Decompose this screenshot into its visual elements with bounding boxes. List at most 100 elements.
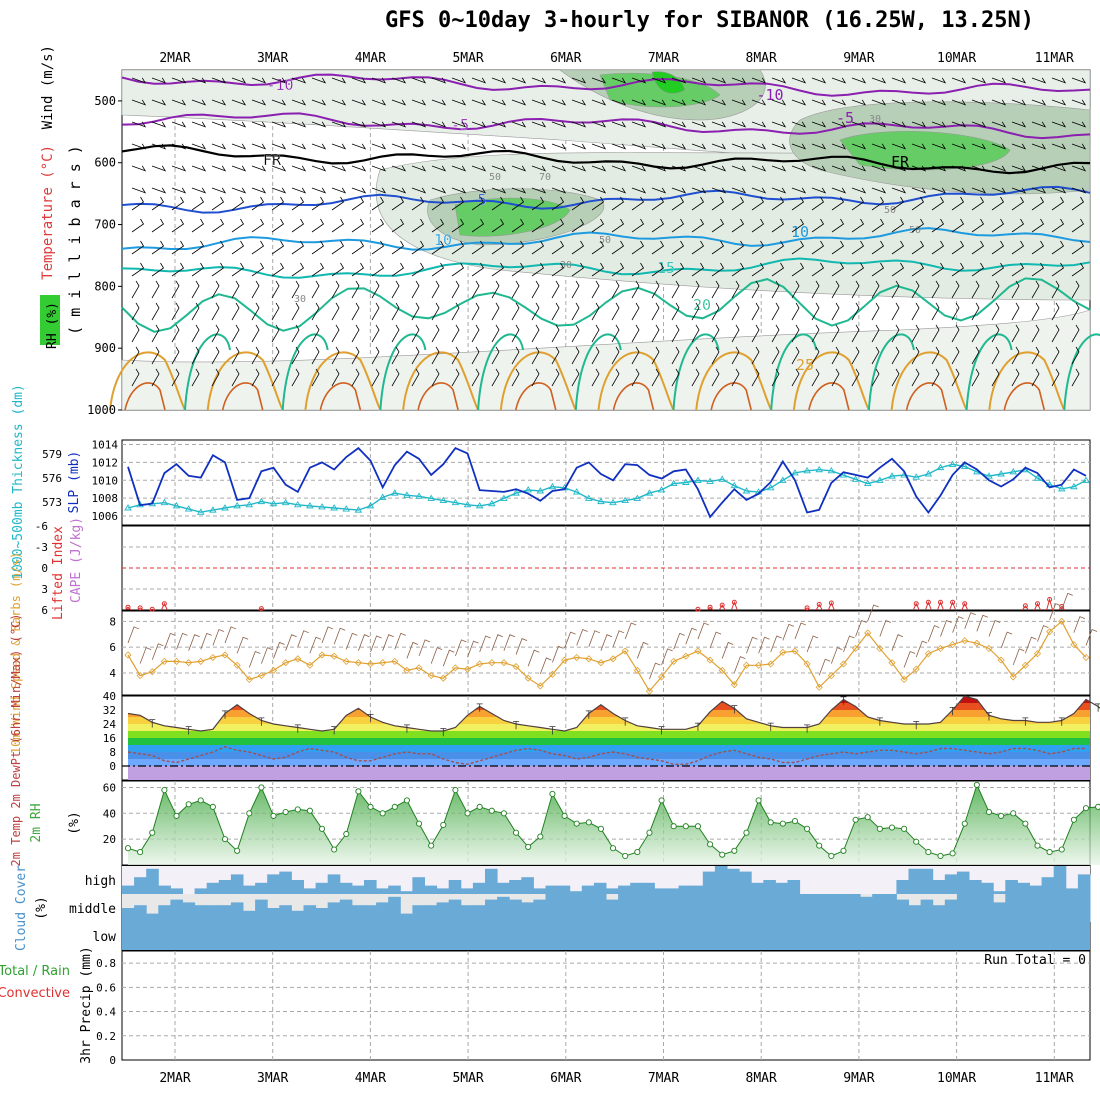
wind-barb <box>731 262 745 277</box>
cloud-mid-bar <box>279 905 292 922</box>
wind-barb <box>871 324 880 343</box>
wind-barb <box>151 77 167 84</box>
rh-marker <box>1082 805 1090 812</box>
wind-barb <box>631 324 640 343</box>
wind-barb <box>1071 302 1080 321</box>
wind-barb <box>631 218 645 233</box>
wind-barb-10m <box>297 630 309 647</box>
rh-tick-label: 40 <box>103 807 116 820</box>
thickness-marker <box>1057 485 1066 492</box>
cloud-high-bar <box>400 891 413 894</box>
wind-barb <box>211 218 225 233</box>
wind-barb <box>551 77 567 84</box>
wind-barb <box>651 368 660 387</box>
wind-barb <box>651 302 660 321</box>
ylabel-wind: Wind (m/s) <box>40 45 56 129</box>
wind-barb <box>1031 187 1047 194</box>
wind-barb <box>951 218 965 233</box>
precip-tick-label: 0.2 <box>96 1030 116 1043</box>
wind-barb <box>651 165 667 172</box>
thickness-marker <box>366 502 375 509</box>
wind-barb-10m <box>1049 603 1061 620</box>
wind-barb <box>711 143 727 150</box>
rh-marker <box>901 825 908 832</box>
wind-barb <box>771 165 787 172</box>
wind-barb-10m <box>818 658 831 676</box>
cloud-high-bar <box>170 888 183 894</box>
rh-marker <box>767 819 774 826</box>
wind-barb <box>551 240 565 255</box>
wind-barb <box>1051 121 1067 128</box>
rh-area <box>128 784 1100 865</box>
wind-barb <box>551 302 560 321</box>
wind-speed-marker <box>366 660 375 668</box>
precip-tick-label: 0.4 <box>96 1006 116 1019</box>
rh-marker <box>719 851 726 858</box>
wind-barb <box>991 240 1005 255</box>
wind-barb <box>471 196 485 211</box>
wind-barb <box>191 196 205 211</box>
wind-barb <box>251 324 260 343</box>
isotherm-20-loop <box>184 333 231 411</box>
thickness-marker <box>221 504 229 511</box>
wind-barb <box>971 346 980 365</box>
wind-barb <box>811 302 820 321</box>
wind-barb <box>271 240 285 255</box>
panel-frame-slp <box>121 439 1091 526</box>
isotherm-hot-loop <box>319 382 362 411</box>
wind-barb <box>571 262 585 277</box>
cloud-high-bar <box>775 882 788 894</box>
wind-barb-10m <box>806 635 819 653</box>
slp-tick-label: 1010 <box>92 474 119 487</box>
cloud-mid-bar <box>787 894 801 922</box>
cloud-mid-bar <box>775 894 788 922</box>
cloud-high-bar <box>533 888 546 894</box>
wind-barb <box>991 302 1000 321</box>
wind-barb <box>811 99 827 106</box>
rh-marker <box>852 816 859 823</box>
cloud-high-bar <box>920 868 934 894</box>
precip-run-total: Run Total = 0 <box>984 953 1086 968</box>
wind-barb-10m <box>576 628 588 646</box>
wind-barb <box>351 262 365 277</box>
cloud-mid-bar <box>835 894 849 922</box>
wind-barb <box>971 77 987 84</box>
wind-barb <box>951 346 960 365</box>
cloud-mid-bar <box>666 894 680 922</box>
wind-barb <box>411 302 420 321</box>
wind-barb <box>471 240 485 255</box>
thickness-marker <box>378 493 387 500</box>
wind-barb <box>651 240 665 255</box>
wind-barb <box>1051 368 1060 387</box>
cloud-high-bar <box>666 888 680 894</box>
isotherm-20-loop <box>574 333 622 411</box>
rh-marker <box>137 849 144 856</box>
cloud-high-bar <box>146 868 159 894</box>
isotherm-20-loop <box>672 333 720 411</box>
wind-barb <box>491 346 500 365</box>
cloud-high-bar <box>472 882 486 894</box>
wind-barb <box>211 240 225 255</box>
wind-speed-marker <box>245 675 253 684</box>
isotherm-label: FR <box>891 153 910 171</box>
wind-speed-marker <box>827 672 835 680</box>
wind-barb <box>471 187 487 194</box>
cloud-high-bar <box>509 880 522 894</box>
thickness-marker <box>1033 474 1042 481</box>
wind-barb <box>731 143 747 150</box>
wind-barb <box>371 121 387 128</box>
rh-marker <box>403 797 410 804</box>
wind-barb <box>871 218 885 233</box>
wind-barb-10m <box>867 604 879 622</box>
wind-barb <box>311 99 327 106</box>
wind-barb-10m <box>988 619 1001 637</box>
wind-barb <box>871 143 887 150</box>
wind-barb <box>471 324 480 343</box>
wind-speed-marker <box>803 660 811 668</box>
cloud-mid-bar <box>218 905 232 922</box>
wind-barb <box>1031 77 1047 84</box>
wind-barb <box>911 99 927 106</box>
wind-barb <box>891 280 900 299</box>
wind-barb <box>911 280 920 299</box>
cloud-high-bar <box>448 880 462 894</box>
